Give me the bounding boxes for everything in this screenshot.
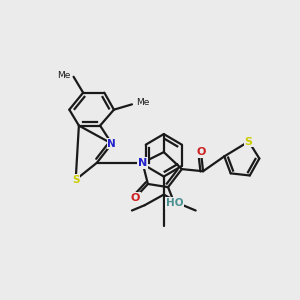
- Text: O: O: [130, 193, 140, 203]
- Text: Me: Me: [136, 98, 150, 107]
- Text: HO: HO: [166, 198, 183, 208]
- Text: O: O: [196, 147, 206, 157]
- Text: Me: Me: [57, 71, 70, 80]
- Text: N: N: [107, 139, 116, 148]
- Text: S: S: [72, 175, 80, 185]
- Text: S: S: [245, 136, 253, 146]
- Text: N: N: [138, 158, 147, 168]
